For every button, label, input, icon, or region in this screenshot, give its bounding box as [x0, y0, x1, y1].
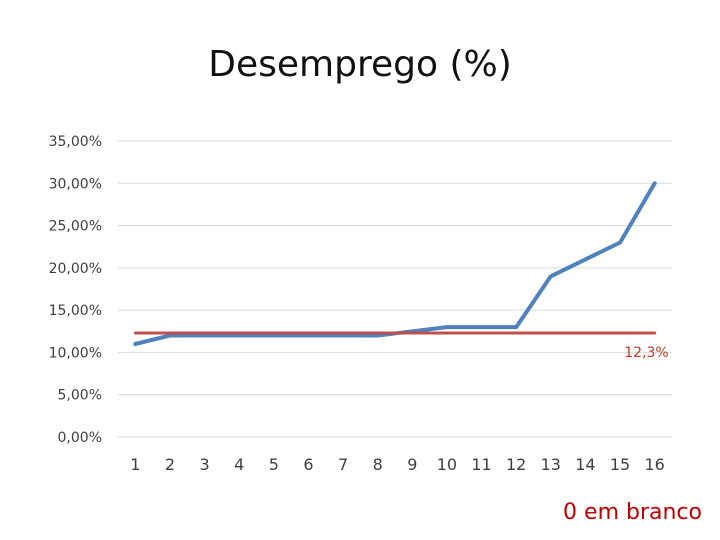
x-tick-label: 15	[610, 455, 630, 474]
x-tick-label: 12	[506, 455, 526, 474]
y-tick-label: 30,00%	[49, 176, 102, 192]
y-tick-label: 15,00%	[49, 303, 102, 319]
x-tick-label: 7	[338, 455, 348, 474]
x-tick-label: 11	[471, 455, 491, 474]
x-tick-label: 6	[303, 455, 313, 474]
y-tick-label: 20,00%	[49, 261, 102, 277]
reference-line-label: 12,3%	[624, 345, 668, 361]
x-tick-label: 10	[437, 455, 457, 474]
annotation-note: 0 em branco	[563, 500, 702, 525]
x-tick-label: 9	[407, 455, 417, 474]
x-tick-label: 8	[373, 455, 383, 474]
x-tick-label: 1	[130, 455, 140, 474]
y-tick-label: 5,00%	[58, 388, 102, 404]
y-tick-label: 10,00%	[49, 345, 102, 361]
x-tick-label: 3	[199, 455, 209, 474]
y-tick-label: 25,00%	[49, 219, 102, 235]
x-tick-label: 14	[575, 455, 595, 474]
y-tick-label: 35,00%	[49, 134, 102, 150]
y-tick-label: 0,00%	[58, 430, 102, 446]
x-tick-label: 13	[541, 455, 561, 474]
x-tick-label: 16	[645, 455, 665, 474]
chart-title: Desemprego (%)	[208, 44, 512, 85]
x-tick-label: 5	[269, 455, 279, 474]
x-tick-label: 2	[165, 455, 175, 474]
x-tick-label: 4	[234, 455, 244, 474]
series-line-unemployment	[133, 181, 657, 346]
